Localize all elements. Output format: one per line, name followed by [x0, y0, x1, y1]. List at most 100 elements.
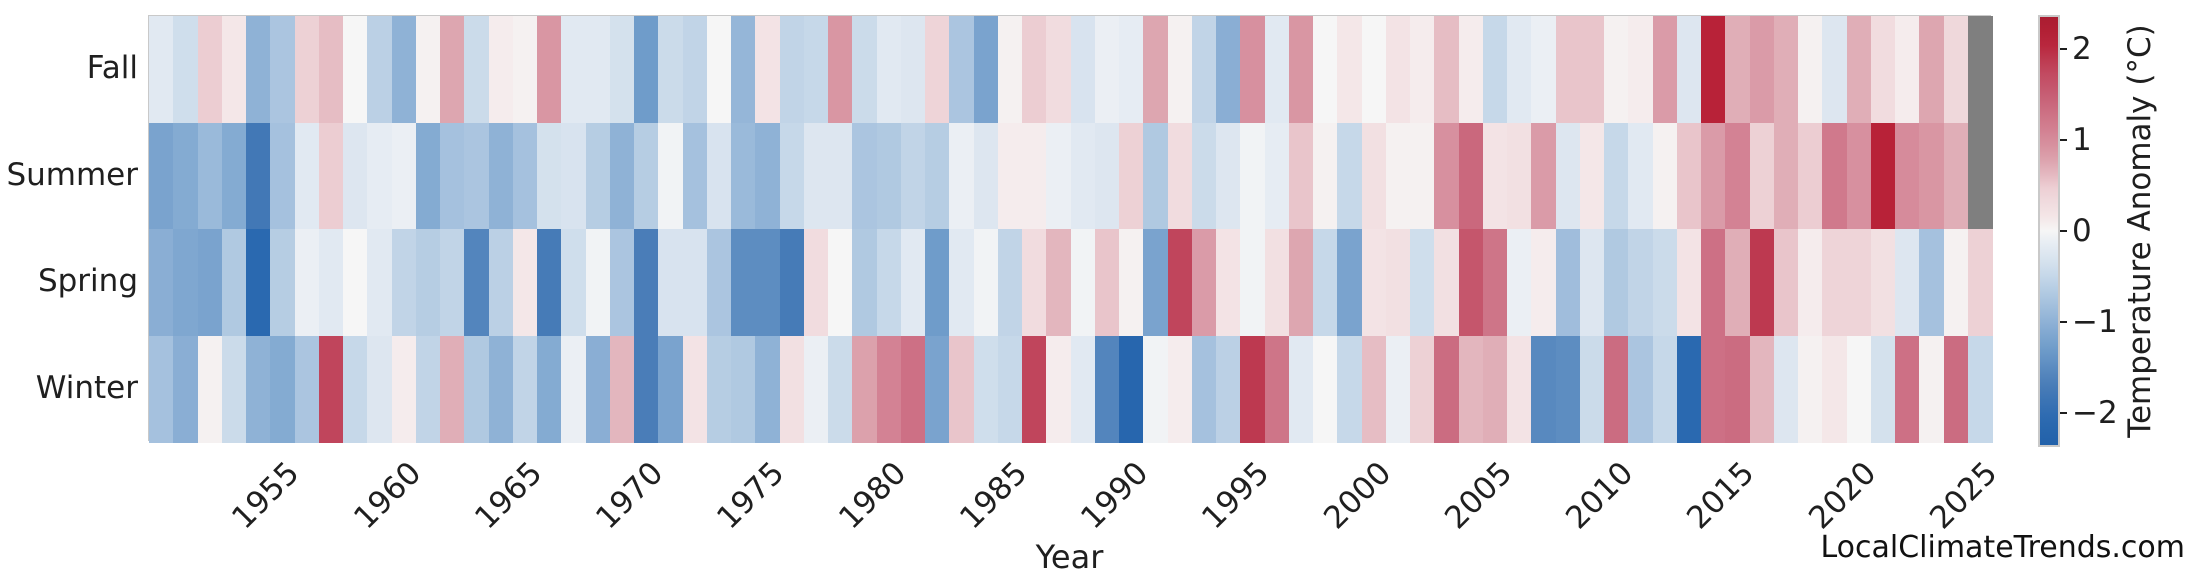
heatmap-cell [343, 122, 369, 230]
heatmap-cell [609, 229, 635, 337]
heatmap-cell [1288, 229, 1314, 337]
heatmap-cell [221, 122, 247, 230]
heatmap-cell [803, 229, 829, 337]
heatmap-cell [1773, 122, 1799, 230]
heatmap-cell [1482, 16, 1508, 124]
heatmap-cell [925, 229, 951, 337]
heatmap-cell [1216, 122, 1242, 230]
heatmap-cell [1094, 122, 1120, 230]
heatmap-cell [1240, 122, 1266, 230]
heatmap-cell [318, 229, 344, 337]
heatmap-cell [1143, 229, 1169, 337]
heatmap-cell [1555, 229, 1581, 337]
heatmap-cell [1119, 229, 1145, 337]
heatmap-cell [1773, 229, 1799, 337]
heatmap-cell [925, 16, 951, 124]
heatmap-cell [1798, 335, 1824, 443]
x-tick-label-1995: 1995 [1195, 455, 1277, 537]
heatmap-cell [149, 229, 175, 337]
heatmap-cell [658, 335, 684, 443]
heatmap-cell [1822, 335, 1848, 443]
colorbar-tick-mark [2060, 230, 2067, 232]
heatmap-cell [1482, 335, 1508, 443]
heatmap-cell [1264, 16, 1290, 124]
heatmap-cell [609, 122, 635, 230]
heatmap-cell [876, 122, 902, 230]
heatmap-cell [1943, 335, 1969, 443]
heatmap-cell [852, 122, 878, 230]
heatmap-cell [779, 229, 805, 337]
heatmap-cell [1701, 229, 1727, 337]
heatmap-cell [1725, 335, 1751, 443]
x-tick-label-2005: 2005 [1438, 455, 1520, 537]
heatmap-cell [1895, 122, 1921, 230]
x-tick-label-2015: 2015 [1680, 455, 1762, 537]
x-tick-label-1960: 1960 [346, 455, 429, 537]
heatmap-cell [173, 229, 199, 337]
x-tick-label-2020: 2020 [1801, 455, 1884, 537]
heatmap-cell [1434, 229, 1460, 337]
heatmap-cell [1191, 16, 1217, 124]
heatmap-cell [1167, 122, 1193, 230]
heatmap-cell [246, 229, 272, 337]
heatmap-cell [1143, 122, 1169, 230]
heatmap-cell [949, 335, 975, 443]
colorbar-gradient [2038, 15, 2060, 447]
heatmap-cell [221, 335, 247, 443]
heatmap-cell [1216, 335, 1242, 443]
heatmap-cell [803, 335, 829, 443]
heatmap-cell [270, 122, 296, 230]
heatmap-cell [1361, 229, 1387, 337]
heatmap-cell [440, 335, 466, 443]
heatmap-cell [1604, 335, 1630, 443]
heatmap-cell [1676, 16, 1702, 124]
heatmap-cell [1410, 229, 1436, 337]
heatmap-cell [1385, 229, 1411, 337]
heatmap-cell [173, 16, 199, 124]
heatmap-cell [1628, 16, 1654, 124]
heatmap-cell [828, 335, 854, 443]
heatmap-cell [634, 16, 660, 124]
heatmap-cell [1773, 335, 1799, 443]
heatmap-cell [246, 16, 272, 124]
heatmap-cell [1094, 16, 1120, 124]
heatmap-cell [391, 122, 417, 230]
heatmap-cell [221, 16, 247, 124]
heatmap-cell [1313, 122, 1339, 230]
heatmap-cell [1895, 229, 1921, 337]
heatmap-cell [1967, 335, 1993, 443]
heatmap-cell [1701, 16, 1727, 124]
heatmap-cell [318, 16, 344, 124]
heatmap-cell [1143, 16, 1169, 124]
heatmap-cell [464, 16, 490, 124]
heatmap-cell [1337, 16, 1363, 124]
heatmap-cell [1507, 229, 1533, 337]
heatmap-cell [1288, 335, 1314, 443]
heatmap-cell [391, 16, 417, 124]
heatmap-cell [997, 16, 1023, 124]
heatmap-cell [1119, 335, 1145, 443]
heatmap-cell [1216, 229, 1242, 337]
heatmap-cell [731, 16, 757, 124]
heatmap-cell [1046, 335, 1072, 443]
heatmap-cell [1022, 229, 1048, 337]
heatmap-cell [682, 229, 708, 337]
heatmap-cell [246, 122, 272, 230]
heatmap-cell [973, 16, 999, 124]
heatmap-cell [1870, 335, 1896, 443]
heatmap-cell [294, 16, 320, 124]
heatmap-cell [1507, 122, 1533, 230]
heatmap-cell [779, 122, 805, 230]
heatmap-cell [537, 229, 563, 337]
x-axis-title: Year [1035, 538, 1104, 576]
heatmap-plot-area [148, 15, 1993, 443]
heatmap-cell [197, 16, 223, 124]
heatmap-cell [1773, 16, 1799, 124]
heatmap-cell [1555, 335, 1581, 443]
heatmap-cell [537, 16, 563, 124]
heatmap-cell [1628, 229, 1654, 337]
heatmap-cell [997, 335, 1023, 443]
heatmap-cell [1337, 122, 1363, 230]
heatmap-cell [658, 229, 684, 337]
heatmap-cell [1531, 229, 1557, 337]
